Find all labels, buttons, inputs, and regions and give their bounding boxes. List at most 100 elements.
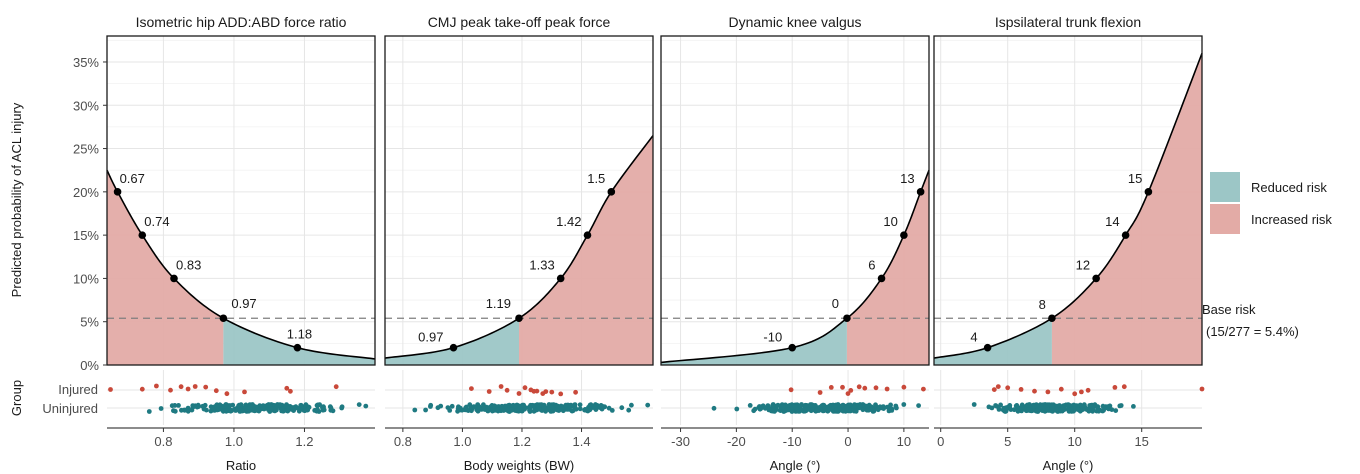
- injured-dot: [154, 383, 159, 389]
- x-tick-label: -20: [727, 434, 746, 449]
- injured-dot: [522, 385, 528, 391]
- point-label: 8: [1039, 297, 1046, 312]
- injured-dot: [108, 387, 113, 392]
- uninjured-dot: [481, 406, 486, 412]
- uninjured-dot: [519, 408, 524, 413]
- injured-dot: [991, 387, 997, 392]
- uninjured-dot: [501, 408, 506, 413]
- injured-dot: [873, 385, 879, 391]
- uninjured-dot: [485, 408, 491, 413]
- uninjured-dot: [822, 407, 827, 413]
- area-reduced-risk: [934, 318, 1052, 365]
- point-label: 0.97: [231, 296, 256, 311]
- point-label: 1.18: [287, 327, 312, 342]
- panel-strip: [385, 10, 653, 36]
- uninjured-dot: [1069, 406, 1074, 412]
- x-tick-label: 1.0: [453, 434, 471, 449]
- uninjured-dot: [901, 402, 907, 407]
- uninjured-dot: [834, 407, 839, 413]
- injured-dot: [549, 389, 555, 395]
- area-reduced-risk: [385, 318, 519, 365]
- injured-dot: [856, 384, 862, 390]
- uninjured-dot: [1038, 404, 1044, 410]
- panel-2: CMJ peak take-off peak force 0.97 1.19 1.33…: [384, 10, 654, 473]
- legend-label-increased: Increased risk: [1251, 212, 1332, 227]
- uninjured-dot: [593, 406, 599, 412]
- uninjured-dot: [986, 404, 992, 410]
- uninjured-dot: [224, 404, 229, 410]
- uninjured-dot: [315, 407, 320, 412]
- uninjured-dot: [809, 407, 815, 413]
- uninjured-dot: [1131, 404, 1136, 409]
- uninjured-dot: [303, 402, 309, 408]
- uninjured-dot: [565, 407, 570, 412]
- risk-point: [607, 188, 616, 196]
- injured-dot: [1112, 385, 1118, 390]
- y-tick-label: 20%: [73, 185, 99, 200]
- uninjured-dot: [792, 404, 798, 410]
- uninjured-dot: [146, 409, 152, 414]
- y-axis: 0% 5% 10% 15% 20% 25% 30% 35%: [73, 55, 107, 373]
- y-tick-label: 30%: [73, 98, 99, 113]
- injured-dot: [284, 385, 290, 391]
- risk-point: [293, 343, 302, 352]
- uninjured-dot: [588, 402, 594, 408]
- legend-label-reduced: Reduced risk: [1251, 180, 1327, 195]
- uninjured-dot: [877, 404, 883, 410]
- uninjured-dot: [609, 408, 615, 413]
- uninjured-dot: [840, 408, 846, 414]
- risk-point: [1144, 188, 1153, 196]
- x-axis-title: Angle (°): [770, 458, 821, 473]
- injured-dot: [498, 384, 504, 389]
- risk-point: [170, 274, 178, 283]
- uninjured-dot: [886, 408, 892, 414]
- uninjured-dot: [158, 406, 164, 411]
- plot-border: [106, 35, 376, 366]
- risk-point: [449, 343, 458, 352]
- point-label: 1.19: [486, 296, 511, 311]
- injured-dot: [192, 384, 198, 389]
- uninjured-dot: [339, 404, 345, 410]
- uninjured-dot: [1017, 405, 1022, 411]
- plot-border: [933, 35, 1203, 366]
- uninjured-dot: [412, 407, 418, 413]
- injured-dot: [862, 385, 868, 391]
- point-label: 6: [868, 257, 875, 272]
- uninjured-dot: [851, 408, 857, 414]
- uninjured-dot: [887, 404, 893, 410]
- injured-dot: [1199, 386, 1205, 392]
- point-label: 13: [900, 171, 914, 186]
- risk-point: [843, 314, 851, 323]
- uninjured-dot: [619, 405, 625, 411]
- uninjured-dot: [808, 403, 813, 409]
- injured-dot: [139, 386, 145, 392]
- uninjured-dot: [428, 404, 433, 409]
- injured-dot: [1005, 385, 1011, 391]
- area-reduced-risk: [661, 318, 847, 365]
- x-axis-title: Angle (°): [1043, 458, 1094, 473]
- panel-4: Ispsilateral trunk flexion 4 8 12 14 15 0 5 10 15…: [933, 10, 1205, 473]
- injured-dot: [845, 391, 851, 396]
- uninjured-dot: [503, 403, 508, 409]
- point-label: 1.33: [529, 257, 554, 272]
- injured-dot: [242, 389, 247, 395]
- uninjured-dot: [253, 404, 259, 410]
- x-tick-label: 1.0: [225, 434, 243, 449]
- uninjured-dot: [172, 408, 178, 414]
- risk-point: [983, 343, 992, 352]
- uninjured-dot: [770, 403, 776, 408]
- injured-dot: [558, 391, 564, 397]
- point-label: -10: [763, 330, 782, 345]
- injured-dot: [840, 384, 845, 390]
- x-tick-label: -10: [783, 434, 802, 449]
- uninjured-dot: [179, 407, 184, 413]
- injured-dot: [848, 388, 854, 393]
- uninjured-dot: [233, 408, 239, 413]
- uninjured-dot: [214, 404, 220, 410]
- legend-swatch-increased: [1210, 204, 1240, 234]
- y-tick-label: 5%: [80, 315, 99, 330]
- uninjured-dot: [284, 402, 289, 407]
- uninjured-dot: [1109, 407, 1115, 412]
- uninjured-dot: [327, 404, 333, 410]
